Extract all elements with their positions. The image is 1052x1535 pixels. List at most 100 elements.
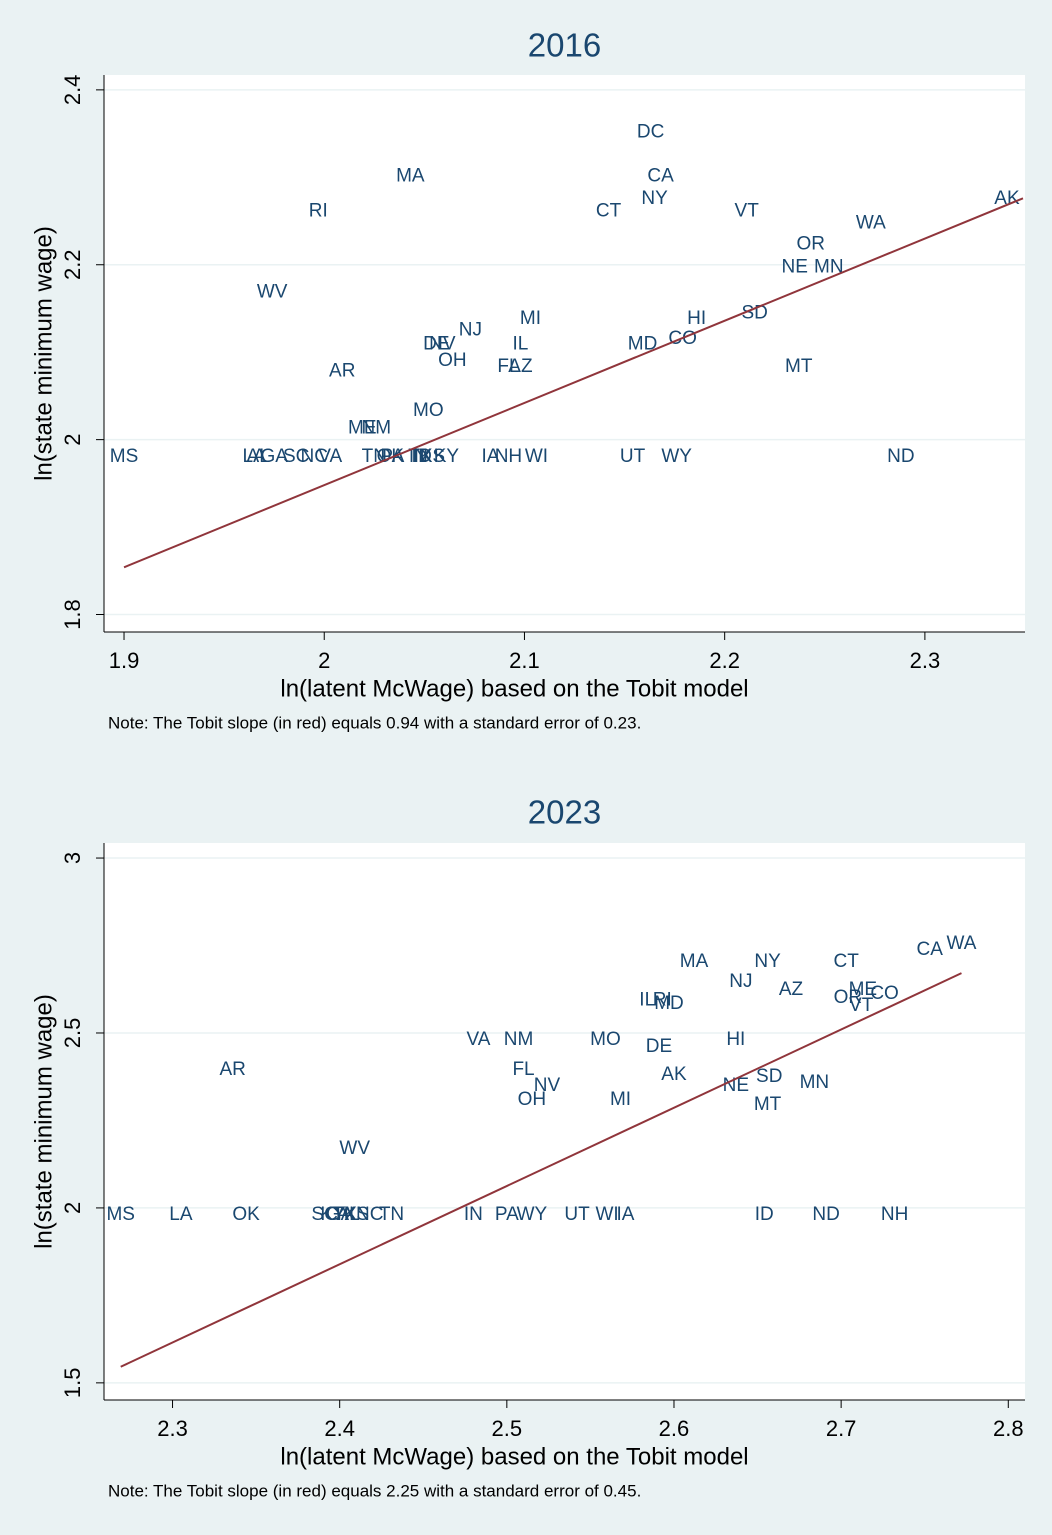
point-label: WY (661, 446, 692, 467)
y-axis-title: ln(state minimum wage) (30, 226, 57, 481)
point-label: SC (311, 1204, 337, 1225)
chart-title: 2016 (528, 27, 601, 64)
point-label: CO (870, 983, 899, 1004)
y-tick-label: 2 (60, 434, 85, 446)
point-label: GA (260, 446, 288, 467)
point-label: WV (257, 282, 288, 303)
point-label: NV (429, 333, 456, 354)
point-label: MD (654, 993, 684, 1014)
point-label: UT (564, 1204, 590, 1225)
point-label: MN (814, 256, 844, 277)
point-label: TX (408, 446, 433, 467)
point-label: OH (438, 350, 467, 371)
point-label: ID (413, 446, 432, 467)
point-label: CT (833, 951, 859, 972)
point-label: TN (379, 1204, 404, 1225)
point-label: VT (849, 995, 874, 1016)
point-label: WY (517, 1204, 548, 1225)
point-label: NH (881, 1204, 908, 1225)
point-label: RI (653, 989, 672, 1010)
y-tick-label: 2.2 (60, 249, 85, 280)
point-label: ME (348, 417, 377, 438)
point-label: MD (628, 333, 658, 354)
x-tick-label: 2.3 (157, 1416, 188, 1441)
point-label: ND (887, 446, 914, 467)
note: Note: The Tobit slope (in red) equals 0.… (108, 713, 641, 732)
point-label: DE (646, 1036, 672, 1057)
x-axis-title: ln(latent McWage) based on the Tobit mod… (280, 1443, 748, 1470)
point-label: NY (754, 951, 781, 972)
point-label: IL (513, 333, 529, 354)
point-label: SD (742, 303, 768, 324)
point-label: MT (785, 356, 813, 377)
point-label: NC (356, 1204, 383, 1225)
point-label: PA (495, 1204, 519, 1225)
y-tick-label: 1.5 (60, 1368, 85, 1399)
x-tick-label: 2 (318, 648, 330, 673)
x-tick-label: 2.5 (492, 1416, 523, 1441)
point-label: AR (220, 1059, 246, 1080)
x-tick-label: 2.3 (910, 648, 941, 673)
point-label: ND (812, 1204, 839, 1225)
point-label: NV (534, 1075, 561, 1096)
y-tick-label: 2.5 (60, 1018, 85, 1049)
point-label: OK (232, 1204, 260, 1225)
fit-line (120, 972, 962, 1368)
point-label: VT (735, 200, 760, 221)
point-label: OK (377, 446, 405, 467)
x-tick-label: 1.9 (109, 648, 140, 673)
point-label: HI (726, 1029, 745, 1050)
point-label: NJ (459, 319, 482, 340)
y-tick-label: 2.4 (60, 75, 85, 106)
point-label: NJ (729, 971, 752, 992)
point-label: AK (994, 188, 1020, 209)
point-label: LA (243, 446, 267, 467)
point-label: ID (755, 1204, 774, 1225)
point-label: CA (647, 165, 674, 186)
point-label: MS (106, 1204, 135, 1225)
x-tick-label: 2.7 (826, 1416, 857, 1441)
point-label: KS (420, 446, 445, 467)
point-label: VA (466, 1029, 490, 1050)
point-label: SD (756, 1066, 782, 1087)
x-tick-label: 2.8 (993, 1416, 1024, 1441)
point-label: MT (754, 1094, 782, 1115)
point-label: TX (333, 1204, 358, 1225)
x-axis-title: ln(latent McWage) based on the Tobit mod… (280, 675, 748, 702)
point-label: MN (800, 1072, 830, 1093)
point-label: VA (318, 446, 342, 467)
point-label: IL (639, 989, 655, 1010)
point-label: MO (413, 400, 444, 421)
point-label: OR (834, 987, 863, 1008)
point-label: GA (326, 1204, 354, 1225)
x-tick-label: 2.6 (659, 1416, 690, 1441)
point-label: DE (423, 333, 449, 354)
point-label: MS (110, 446, 139, 467)
point-label: MA (680, 951, 709, 972)
point-label: IA (617, 1204, 635, 1225)
plot-area (104, 843, 1025, 1400)
note: Note: The Tobit slope (in red) equals 2.… (108, 1481, 641, 1500)
point-label: LA (169, 1204, 193, 1225)
x-tick-label: 2.1 (509, 648, 540, 673)
y-tick-label: 3 (60, 852, 85, 864)
point-label: NH (495, 446, 522, 467)
point-label: WA (947, 933, 977, 954)
point-label: AL (336, 1204, 359, 1225)
point-label: HI (687, 308, 706, 329)
point-label: FL (497, 356, 519, 377)
point-label: NE (723, 1075, 749, 1096)
fit-line (123, 197, 1024, 569)
y-tick-label: 2 (60, 1202, 85, 1214)
point-label: NE (782, 256, 808, 277)
point-label: SC (283, 446, 309, 467)
point-label: ME (849, 979, 878, 1000)
point-label: CT (596, 200, 622, 221)
point-label: DC (637, 122, 664, 143)
point-label: IN (409, 446, 428, 467)
point-label: KY (434, 446, 460, 467)
point-label: WV (339, 1138, 370, 1159)
point-label: WI (596, 1204, 619, 1225)
point-label: NY (641, 188, 668, 209)
point-label: IA (481, 446, 499, 467)
